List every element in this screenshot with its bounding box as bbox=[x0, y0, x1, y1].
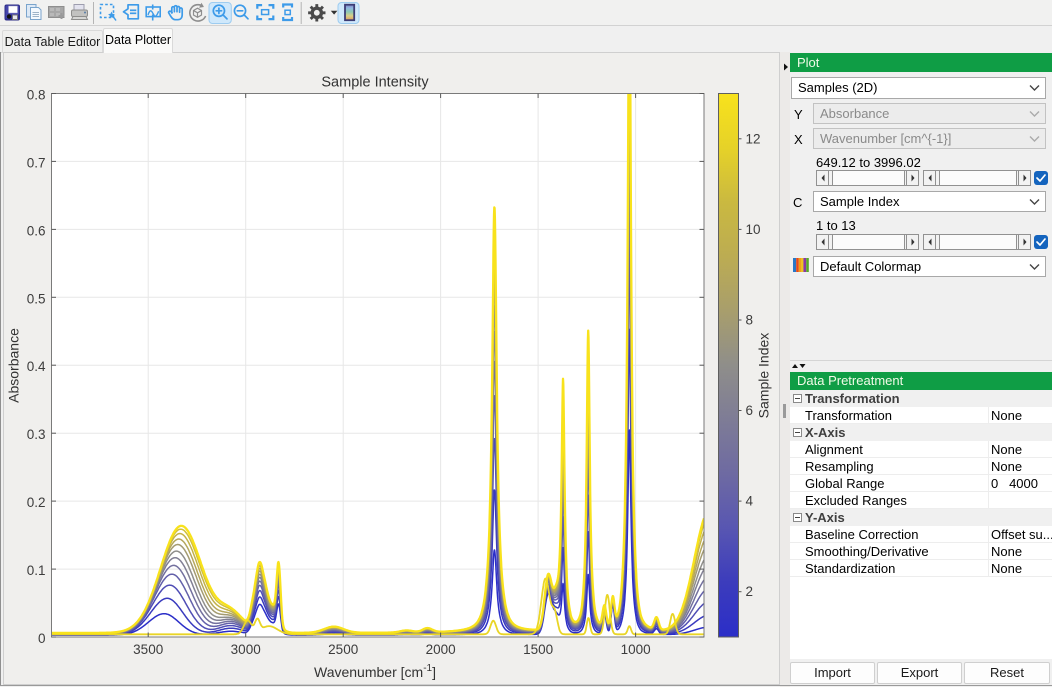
svg-text:1500: 1500 bbox=[523, 642, 553, 657]
svg-text:0.4: 0.4 bbox=[27, 359, 46, 374]
svg-text:0.6: 0.6 bbox=[27, 223, 46, 238]
svg-text:3000: 3000 bbox=[231, 642, 261, 657]
svg-text:4: 4 bbox=[746, 494, 754, 509]
svg-text:2000: 2000 bbox=[426, 642, 456, 657]
svg-text:12: 12 bbox=[746, 131, 761, 146]
svg-text:3500: 3500 bbox=[133, 642, 163, 657]
svg-text:Absorbance: Absorbance bbox=[6, 328, 22, 403]
svg-text:1000: 1000 bbox=[621, 642, 651, 657]
svg-text:0.7: 0.7 bbox=[27, 155, 46, 170]
svg-text:Sample Index: Sample Index bbox=[756, 333, 772, 419]
svg-text:2500: 2500 bbox=[328, 642, 358, 657]
svg-text:2: 2 bbox=[746, 584, 754, 599]
svg-text:8: 8 bbox=[746, 313, 754, 328]
svg-text:0.2: 0.2 bbox=[27, 495, 46, 510]
svg-text:0.1: 0.1 bbox=[27, 563, 46, 578]
svg-text:6: 6 bbox=[746, 403, 754, 418]
svg-text:0.8: 0.8 bbox=[27, 88, 46, 103]
svg-text:0.5: 0.5 bbox=[27, 291, 46, 306]
svg-text:Sample Intensity: Sample Intensity bbox=[321, 75, 429, 91]
svg-text:0: 0 bbox=[38, 631, 46, 646]
svg-text:10: 10 bbox=[746, 222, 761, 237]
svg-text:0.3: 0.3 bbox=[27, 427, 46, 442]
svg-text:Wavenumber [cm-1]: Wavenumber [cm-1] bbox=[314, 663, 436, 680]
